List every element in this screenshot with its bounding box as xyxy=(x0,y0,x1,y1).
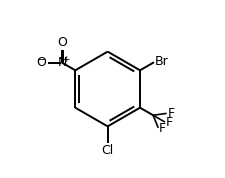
Text: O: O xyxy=(36,56,45,69)
Text: Br: Br xyxy=(154,55,168,68)
Text: +: + xyxy=(61,55,69,64)
Text: O: O xyxy=(57,35,67,49)
Text: Cl: Cl xyxy=(101,144,113,157)
Text: F: F xyxy=(167,107,174,120)
Text: F: F xyxy=(158,122,165,135)
Text: F: F xyxy=(165,116,172,129)
Text: −: − xyxy=(37,54,46,65)
Text: N: N xyxy=(57,56,67,69)
